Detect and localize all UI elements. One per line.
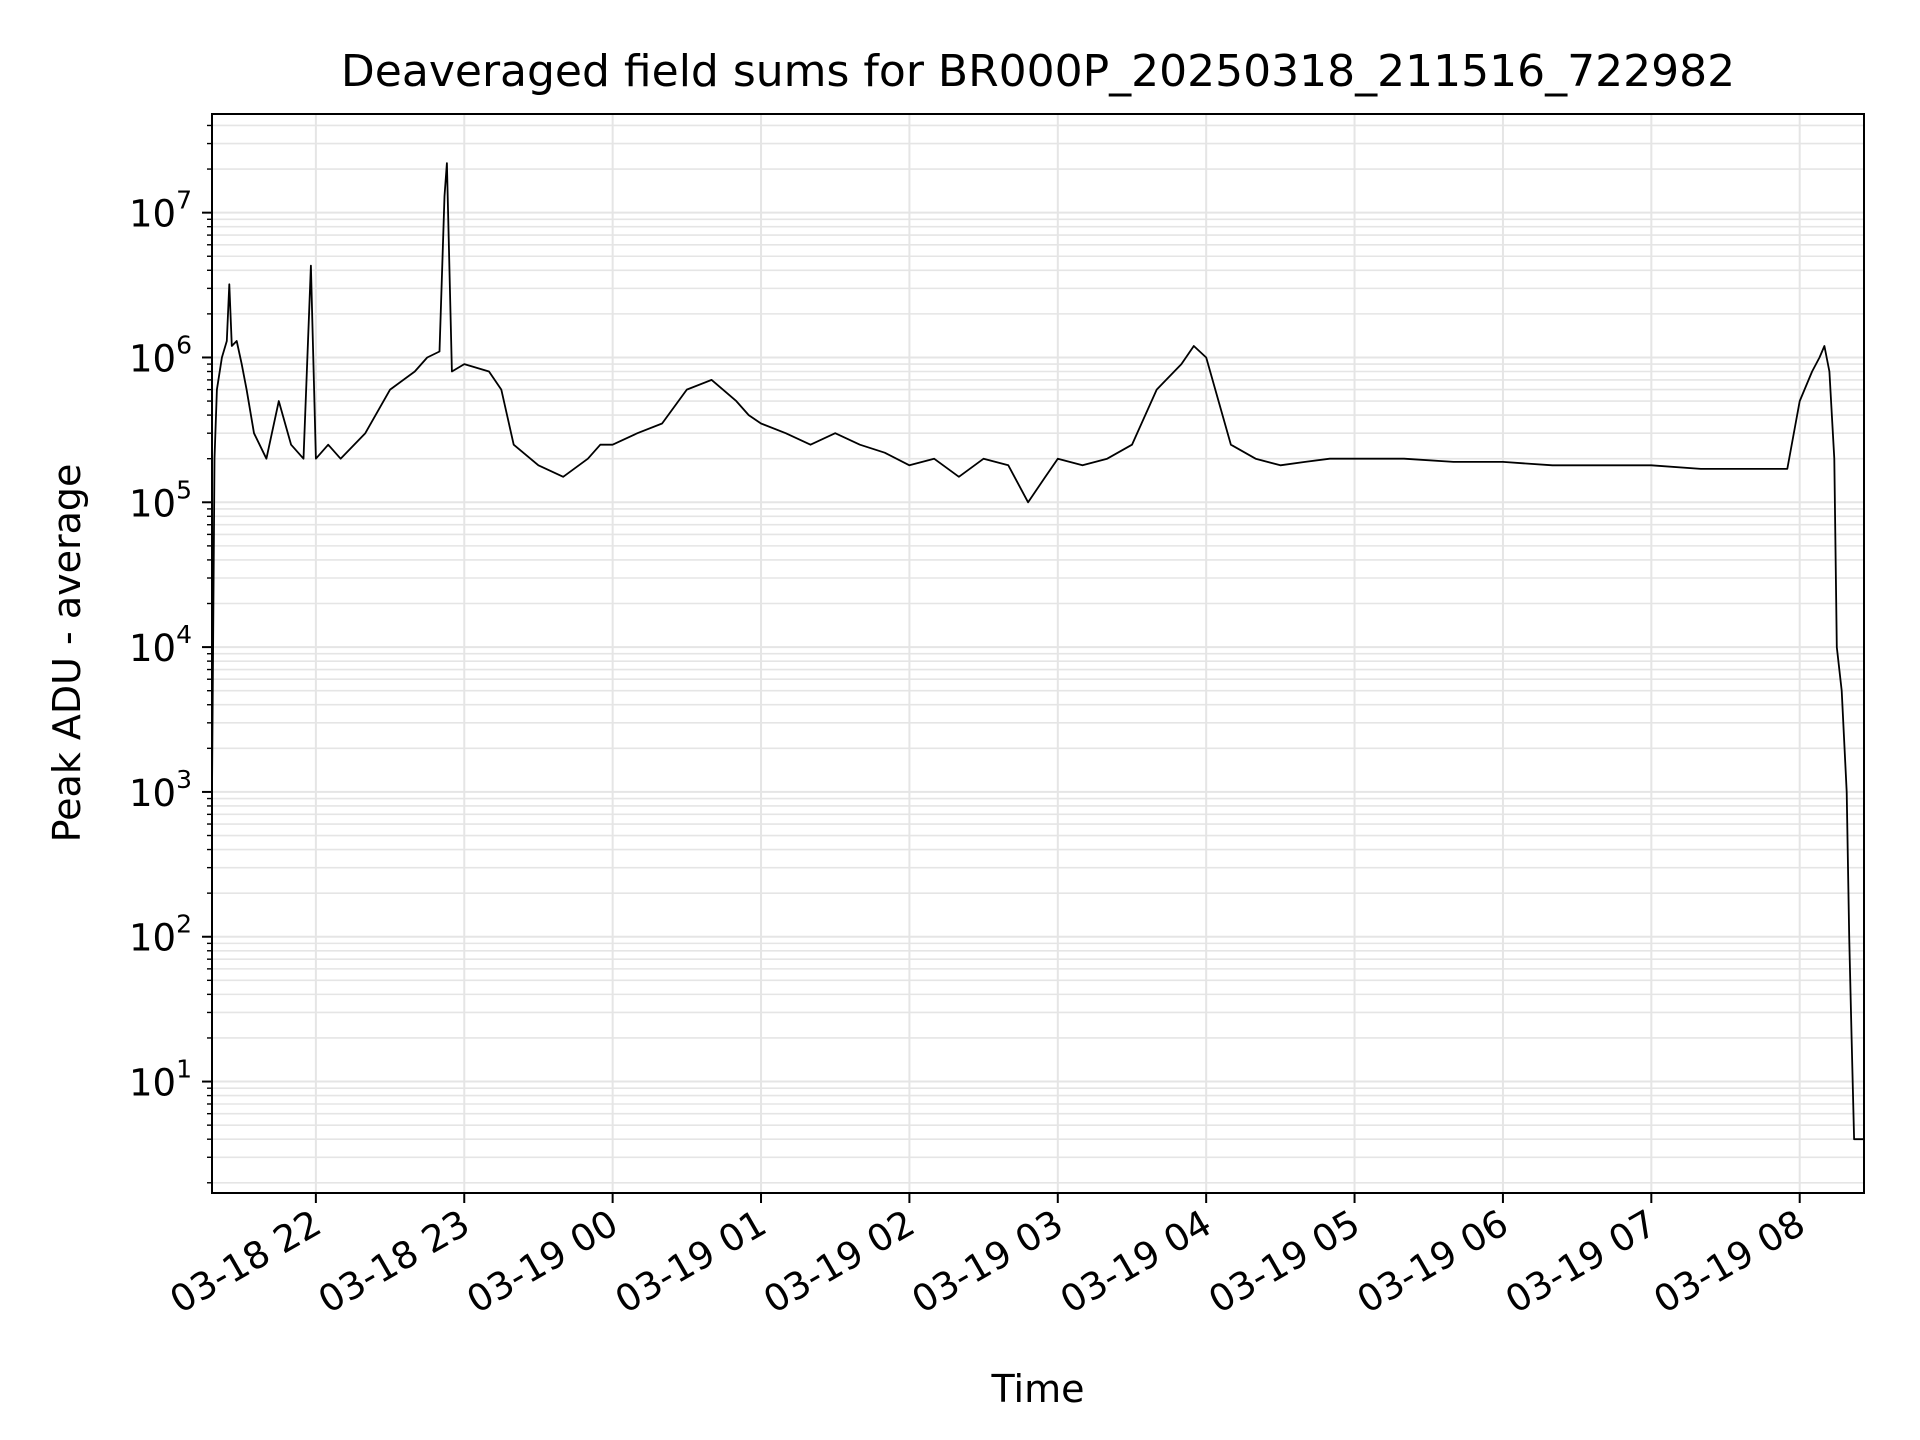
grid xyxy=(212,114,1864,1193)
x-axis-label: Time xyxy=(991,1367,1085,1411)
x-tick-label: 03-19 05 xyxy=(1201,1202,1367,1322)
x-tick-label: 03-19 04 xyxy=(1053,1202,1219,1322)
x-tick-label: 03-19 01 xyxy=(608,1202,774,1322)
chart-title: Deaveraged field sums for BR000P_2025031… xyxy=(341,46,1735,97)
y-tick-label: 107 xyxy=(129,186,192,236)
y-tick-label: 106 xyxy=(129,330,192,380)
series-layer xyxy=(211,162,1864,1141)
y-tick-label: 105 xyxy=(129,475,192,525)
x-tick-label: 03-18 23 xyxy=(311,1202,477,1322)
series-line xyxy=(211,162,1864,1141)
y-tick-label: 101 xyxy=(129,1055,192,1105)
x-tick-label: 03-19 07 xyxy=(1498,1202,1664,1322)
y-axis-label: Peak ADU - average xyxy=(45,464,89,843)
y-tick-label: 102 xyxy=(129,910,192,960)
x-tick-label: 03-18 22 xyxy=(163,1202,329,1322)
x-tick-label: 03-19 02 xyxy=(756,1202,922,1322)
y-tick-label: 103 xyxy=(129,765,192,815)
x-tick-label: 03-19 08 xyxy=(1647,1202,1813,1322)
x-tick-label: 03-19 00 xyxy=(460,1202,626,1322)
x-tick-label: 03-19 03 xyxy=(905,1202,1071,1322)
y-tick-label: 104 xyxy=(129,620,192,670)
x-tick-label: 03-19 06 xyxy=(1350,1202,1516,1322)
